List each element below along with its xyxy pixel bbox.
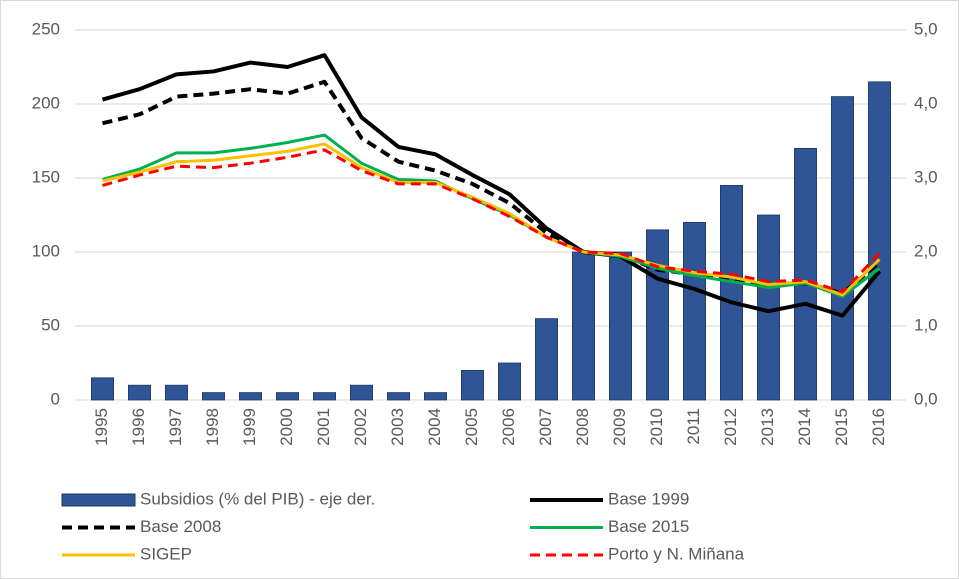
bar (683, 221, 707, 401)
x-tick-label: 2005 (462, 408, 481, 446)
bar (349, 384, 373, 401)
y-tick-label: 150 (32, 167, 60, 186)
bar (91, 377, 115, 401)
x-tick-label: 2012 (721, 408, 740, 446)
x-tick-label: 2000 (277, 408, 296, 446)
line-series (102, 148, 881, 294)
bar (238, 392, 262, 401)
line-series (101, 53, 882, 318)
bar (868, 81, 892, 401)
legend-label: Subsidios (% del PIB) - eje der. (140, 489, 375, 508)
legend-label: SIGEP (140, 544, 192, 563)
bar (460, 369, 484, 401)
bar (646, 229, 670, 401)
bar (164, 384, 188, 401)
bar (720, 184, 744, 401)
x-tick-label: 1997 (166, 408, 185, 446)
x-tick-label: 1998 (203, 408, 222, 446)
x-tick-label: 2006 (499, 408, 518, 446)
bar (831, 96, 855, 401)
x-tick-label: 2010 (647, 408, 666, 446)
legend-label: Base 2008 (140, 517, 221, 536)
x-tick-label: 1996 (129, 408, 148, 446)
y-tick-label: 0 (51, 389, 60, 408)
y2-tick-label: 4,0 (914, 93, 938, 112)
bar (312, 392, 336, 401)
bar (386, 392, 410, 401)
y-tick-label: 250 (32, 19, 60, 38)
x-tick-label: 2003 (388, 408, 407, 446)
y-tick-label: 50 (41, 315, 60, 334)
x-tick-label: 2002 (351, 408, 370, 446)
x-tick-label: 2013 (758, 408, 777, 446)
x-tick-label: 2007 (536, 408, 555, 446)
legend-label: Base 1999 (608, 489, 689, 508)
y-tick-label: 200 (32, 93, 60, 112)
bar (794, 147, 818, 401)
x-tick-label: 2004 (425, 408, 444, 446)
x-tick-label: 2008 (573, 408, 592, 446)
y2-tick-label: 2,0 (914, 241, 938, 260)
legend-swatch (61, 493, 136, 507)
y2-tick-label: 5,0 (914, 19, 938, 38)
bar (497, 362, 521, 401)
x-tick-label: 2014 (795, 408, 814, 446)
bar (423, 392, 447, 401)
y2-tick-label: 1,0 (914, 315, 938, 334)
bar (275, 392, 299, 401)
bar (572, 251, 596, 401)
x-tick-label: 1999 (240, 408, 259, 446)
legend-label: Base 2015 (608, 517, 689, 536)
bar (127, 384, 151, 401)
x-tick-label: 2009 (610, 408, 629, 446)
y2-tick-label: 0,0 (914, 389, 938, 408)
line-series (102, 79, 881, 296)
bar (535, 318, 559, 401)
x-tick-label: 2001 (314, 408, 333, 446)
x-tick-label: 2015 (832, 408, 851, 446)
bar (201, 392, 225, 401)
x-tick-label: 1995 (92, 408, 111, 446)
y2-tick-label: 3,0 (914, 167, 938, 186)
x-tick-label: 2011 (684, 408, 703, 445)
x-tick-label: 2016 (869, 408, 888, 446)
bar (609, 251, 633, 401)
y-tick-label: 100 (32, 241, 60, 260)
line-series (102, 142, 881, 297)
legend-label: Porto y N. Miñana (608, 544, 745, 563)
